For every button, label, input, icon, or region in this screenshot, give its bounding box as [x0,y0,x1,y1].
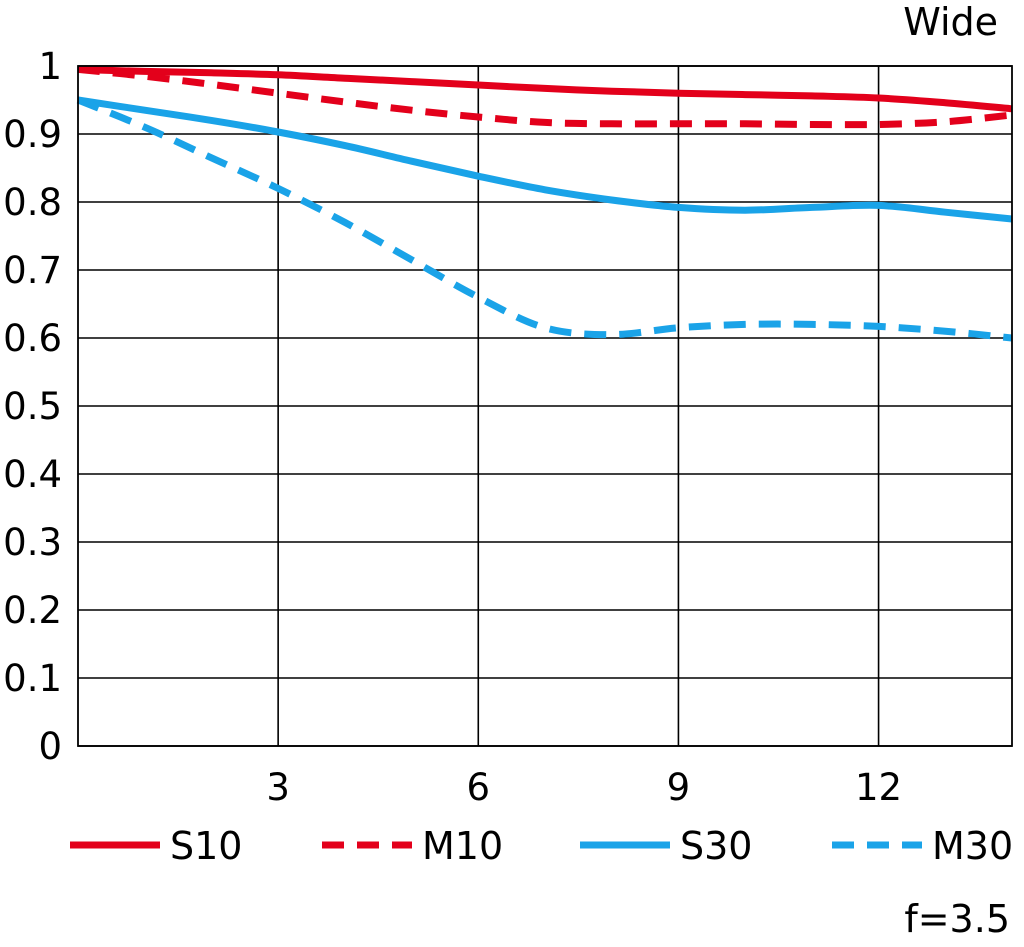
y-tick-label: 0.3 [3,521,62,564]
grid [78,65,1012,747]
legend-label-s10: S10 [170,824,242,868]
legend-label-m10: M10 [422,824,503,868]
y-tick-label: 0.6 [3,317,62,360]
chart-title: Wide [903,0,998,44]
y-tick-label: 0.5 [3,385,62,428]
y-tick-label: 0 [38,725,62,768]
series-line-m10 [77,65,1013,129]
x-tick-label: 6 [467,766,491,809]
y-tick-label: 0.1 [3,657,62,700]
aperture-label: f=3.5 [904,897,1010,941]
series-line-m30 [76,96,1013,342]
legend: S10 M10 S30 M30 [70,824,1013,868]
series-line-s10 [77,65,1013,113]
series-lines [76,65,1013,342]
y-tick-label: 1 [38,45,62,88]
y-tick-label: 0.9 [3,113,62,156]
y-tick-label: 0.7 [3,249,62,292]
x-tick-label: 3 [266,766,290,809]
y-tick-label: 0.2 [3,589,62,632]
x-tick-labels: 3 6 9 12 [266,766,902,809]
y-tick-label: 0.8 [3,181,62,224]
y-tick-labels: 0 0.1 0.2 0.3 0.4 0.5 0.6 0.7 0.8 0.9 1 [3,45,62,768]
legend-label-m30: M30 [932,824,1013,868]
series-line-s30 [77,96,1013,223]
y-tick-label: 0.4 [3,453,62,496]
x-tick-label: 12 [855,766,902,809]
x-tick-label: 9 [667,766,691,809]
plot-frame [77,65,1013,747]
plot-border [77,65,1013,747]
legend-label-s30: S30 [680,824,752,868]
